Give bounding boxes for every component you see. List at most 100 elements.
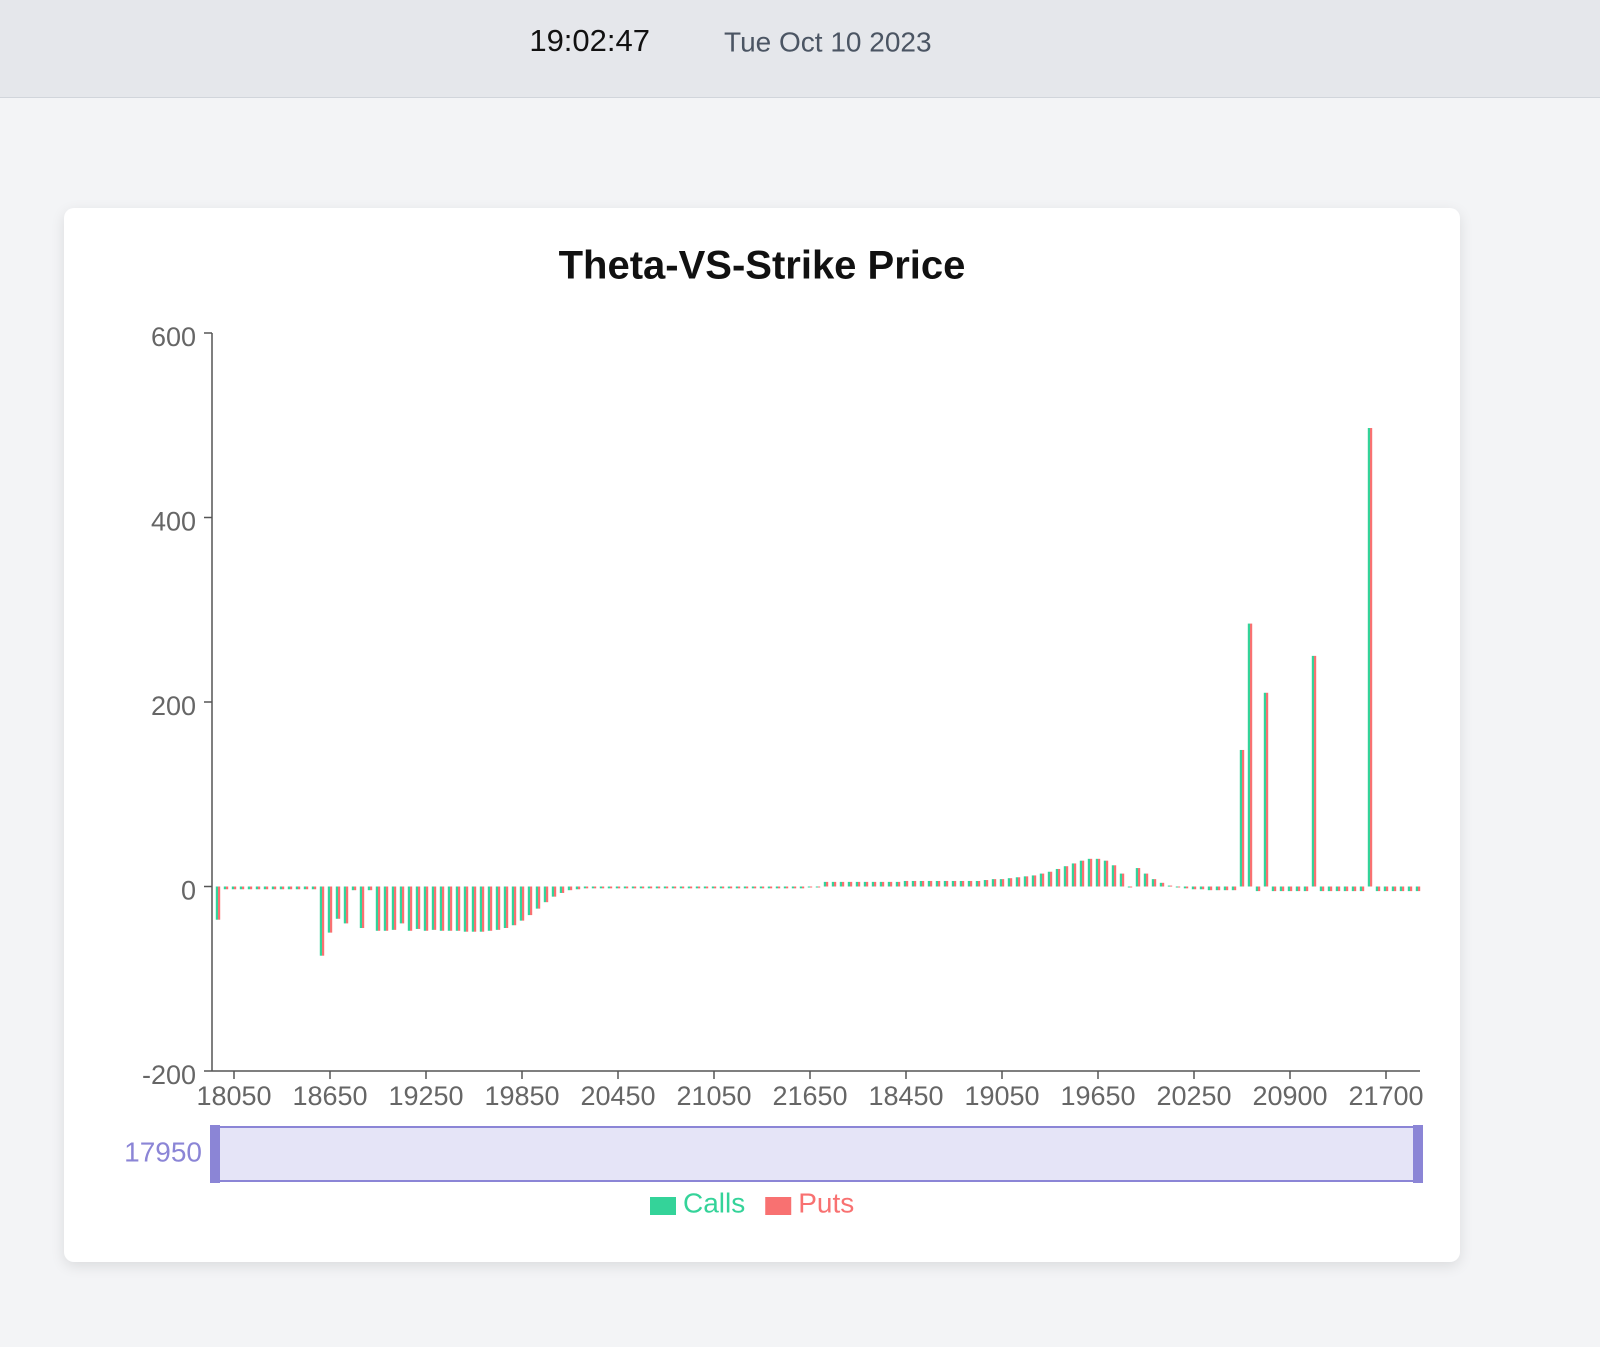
bar: [562, 886, 565, 893]
bar: [594, 886, 597, 889]
bar: [1335, 886, 1338, 892]
bar: [303, 886, 306, 890]
bar: [1007, 878, 1010, 887]
x-tick-label: 19050: [964, 1081, 1039, 1111]
bar: [735, 886, 738, 889]
bar: [1207, 886, 1210, 891]
bar: [330, 886, 333, 933]
bar: [1378, 886, 1381, 892]
bar: [711, 886, 714, 889]
x-tick-label: 19650: [1060, 1081, 1135, 1111]
bar: [450, 886, 453, 931]
bar: [1394, 886, 1397, 892]
bar: [871, 881, 874, 887]
bar: [263, 886, 266, 890]
bar: [751, 886, 754, 889]
bar: [506, 886, 509, 929]
bar: [1175, 886, 1178, 888]
bar: [1058, 868, 1061, 887]
bar: [834, 881, 837, 887]
bar: [810, 886, 813, 888]
bar: [738, 886, 741, 889]
bar: [402, 886, 405, 924]
bar: [1375, 886, 1378, 892]
bar: [1346, 886, 1349, 892]
bar: [1407, 886, 1410, 892]
bar: [407, 886, 410, 931]
bar: [1034, 875, 1037, 887]
bar: [378, 886, 381, 931]
bar: [650, 886, 653, 889]
bar: [234, 886, 237, 890]
bar: [1183, 886, 1186, 889]
bar: [770, 886, 773, 889]
bar: [426, 886, 429, 931]
bar: [1082, 860, 1085, 887]
clock-date: Tue Oct 10 2023: [724, 26, 932, 57]
bar: [370, 886, 373, 891]
bar: [346, 886, 349, 924]
bar: [1303, 886, 1306, 892]
bar: [1399, 886, 1402, 892]
bar: [354, 886, 357, 891]
zoom-handle-left[interactable]: [210, 1125, 220, 1183]
bar: [1287, 886, 1290, 892]
bar: [626, 886, 629, 889]
bar: [415, 886, 418, 929]
zoom-start-label: 17950: [124, 1136, 202, 1167]
bar: [786, 886, 789, 889]
bar: [1338, 886, 1341, 892]
bar: [1135, 868, 1138, 887]
bar: [463, 886, 466, 932]
bar: [423, 886, 426, 931]
zoom-handle-right[interactable]: [1413, 1125, 1423, 1183]
bar: [802, 886, 805, 889]
bar: [991, 879, 994, 887]
bar: [1314, 655, 1317, 887]
bar: [1151, 879, 1154, 887]
bar: [663, 886, 666, 889]
bar: [679, 886, 682, 889]
bar: [242, 886, 245, 890]
bar: [471, 886, 474, 932]
bar: [343, 886, 346, 924]
bar: [1354, 886, 1357, 892]
bar: [623, 886, 626, 889]
bar: [1322, 886, 1325, 892]
bar: [1159, 882, 1162, 887]
bar: [1231, 886, 1234, 891]
x-tick-label: 20250: [1156, 1081, 1231, 1111]
bar: [903, 880, 906, 887]
bar: [999, 879, 1002, 887]
bar: [690, 886, 693, 889]
bar: [1114, 865, 1117, 887]
bar: [231, 886, 234, 890]
bar: [1271, 886, 1274, 892]
y-tick-label: -200: [142, 1060, 196, 1090]
bar: [215, 886, 218, 920]
bar: [255, 886, 258, 890]
legend-swatch: [765, 1197, 792, 1215]
x-tick-label: 20450: [580, 1081, 655, 1111]
bar: [1130, 886, 1133, 888]
bar: [431, 886, 434, 930]
bar: [842, 881, 845, 887]
bar: [519, 886, 522, 921]
bar: [482, 886, 485, 932]
bar: [295, 886, 298, 890]
bar: [1330, 886, 1333, 892]
zoom-slider[interactable]: [211, 1126, 1423, 1182]
bar: [434, 886, 437, 930]
bar: [1002, 879, 1005, 887]
bar: [703, 886, 706, 889]
x-tick-label: 20900: [1252, 1081, 1327, 1111]
bar: [522, 886, 525, 921]
bar: [1167, 885, 1170, 887]
bar: [967, 880, 970, 887]
bar: [927, 880, 930, 887]
bar: [671, 886, 674, 889]
bar: [930, 880, 933, 887]
bar: [1063, 866, 1066, 887]
bar: [1359, 886, 1362, 892]
